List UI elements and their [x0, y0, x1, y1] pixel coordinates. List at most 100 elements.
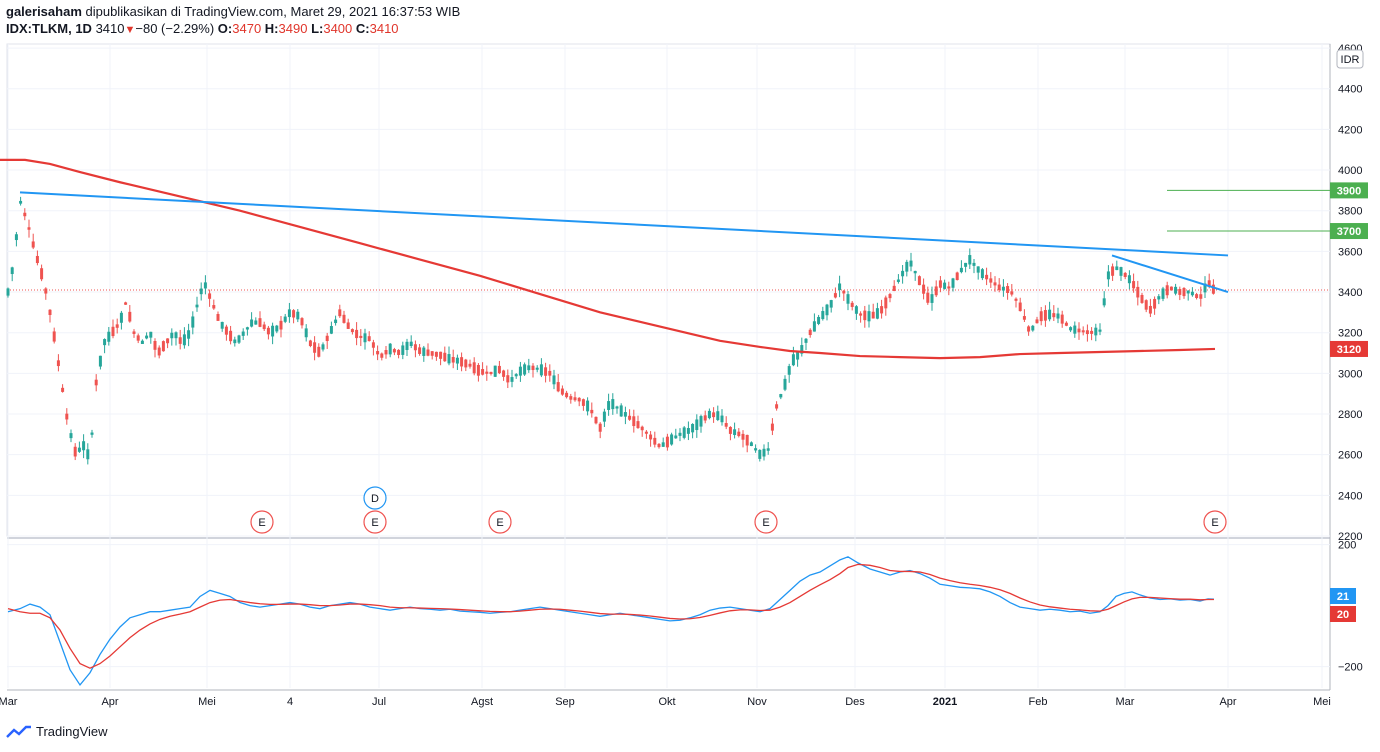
candle-body: [388, 343, 392, 355]
footer-brand[interactable]: TradingView: [6, 724, 108, 739]
candle-body: [119, 312, 123, 323]
candle-body: [468, 363, 472, 367]
candle-body: [535, 367, 539, 370]
axes: 2200 2400 2600 2800 3000 3200 3400 3600 3800 4000…: [0, 43, 1368, 708]
candle-body: [182, 334, 186, 346]
candle-body: [401, 345, 405, 355]
candle-body: [527, 365, 531, 371]
candle-body: [14, 234, 18, 241]
candle-body: [187, 330, 191, 339]
candle-body: [770, 423, 774, 431]
candle-body: [434, 351, 438, 357]
candle-body: [287, 309, 291, 318]
candle-body: [1190, 291, 1194, 296]
candle-body: [867, 311, 871, 322]
time-tick-label: 2021: [933, 696, 957, 708]
candle-body: [544, 367, 548, 376]
candle-body: [69, 433, 73, 439]
candle-body: [758, 449, 762, 459]
osc-tick-label: −200: [1338, 662, 1363, 674]
candle-body: [829, 300, 833, 308]
close-value: 3410: [369, 21, 399, 36]
earnings-marker-icon: [363, 510, 387, 534]
candle-body: [665, 436, 669, 448]
candle-body: [619, 405, 623, 417]
candle-body: [10, 267, 14, 275]
candle-body: [863, 310, 867, 321]
candle-body: [422, 347, 426, 356]
candle-body: [367, 336, 371, 342]
candle-body: [355, 329, 359, 339]
candle-body: [224, 326, 228, 335]
time-tick-label: Feb: [1029, 696, 1048, 708]
candle-body: [569, 396, 573, 400]
candle-body: [153, 341, 157, 350]
candle-body: [804, 338, 808, 343]
candle-body: [678, 432, 682, 436]
osc-axis-badge: [1330, 606, 1356, 622]
candle-body: [1123, 272, 1127, 277]
candle-body: [371, 342, 375, 348]
candle-body: [997, 284, 1001, 291]
candle-body: [300, 318, 304, 326]
candle-body: [363, 333, 367, 343]
candle-body: [670, 434, 674, 445]
candle-body: [128, 311, 132, 322]
candle-body: [787, 366, 791, 375]
time-tick-label: 4: [287, 696, 293, 708]
candle-body: [896, 279, 900, 282]
candle-body: [304, 328, 308, 338]
candle-body: [993, 282, 997, 286]
price-tick-label: 3600: [1338, 246, 1362, 258]
candle-body: [779, 394, 783, 398]
time-tick-label: Sep: [555, 696, 575, 708]
candle-body: [476, 364, 480, 376]
candle-body: [573, 397, 577, 401]
candle-body: [229, 330, 233, 342]
grid: [6, 43, 1331, 691]
candle-body: [955, 272, 959, 281]
candle-body: [237, 335, 241, 343]
candle-body: [1031, 325, 1035, 331]
candle-body: [40, 268, 44, 280]
last-price: 3410: [95, 21, 125, 36]
time-tick-label: Agst: [471, 696, 493, 708]
candle-body: [489, 371, 493, 375]
candle-body: [724, 423, 728, 427]
candle-body: [1161, 288, 1165, 299]
candle-body: [1186, 290, 1190, 294]
candle-body: [653, 437, 657, 445]
candle-body: [623, 412, 627, 417]
candle-body: [951, 278, 955, 288]
candle-body: [922, 284, 926, 294]
candle-body: [1195, 294, 1199, 298]
candle-body: [132, 331, 136, 334]
candle-body: [497, 365, 501, 374]
candle-body: [418, 347, 422, 354]
candle-body: [674, 435, 678, 439]
candle-body: [1174, 286, 1178, 294]
oscillator-fast-line: [7, 556, 1215, 687]
candle-body: [447, 354, 451, 364]
candle-body: [271, 325, 275, 337]
candle-body: [548, 370, 552, 376]
candle-body: [98, 355, 102, 367]
candle-body: [1119, 267, 1123, 276]
candle-body: [552, 375, 556, 385]
candle-body: [409, 341, 413, 347]
candle-body: [1199, 294, 1203, 299]
candle-body: [90, 432, 94, 435]
currency-badge[interactable]: IDR: [1336, 49, 1364, 69]
time-tick-label: Jul: [372, 696, 386, 708]
candle-body: [308, 340, 312, 347]
candle-body: [636, 421, 640, 429]
candle-body: [691, 423, 695, 433]
candle-body: [325, 335, 329, 342]
candle-body: [514, 374, 518, 377]
candle-body: [464, 359, 468, 368]
candle-body: [1077, 328, 1081, 333]
candle-body: [313, 342, 317, 353]
candle-body: [833, 293, 837, 298]
candle-body: [980, 269, 984, 279]
